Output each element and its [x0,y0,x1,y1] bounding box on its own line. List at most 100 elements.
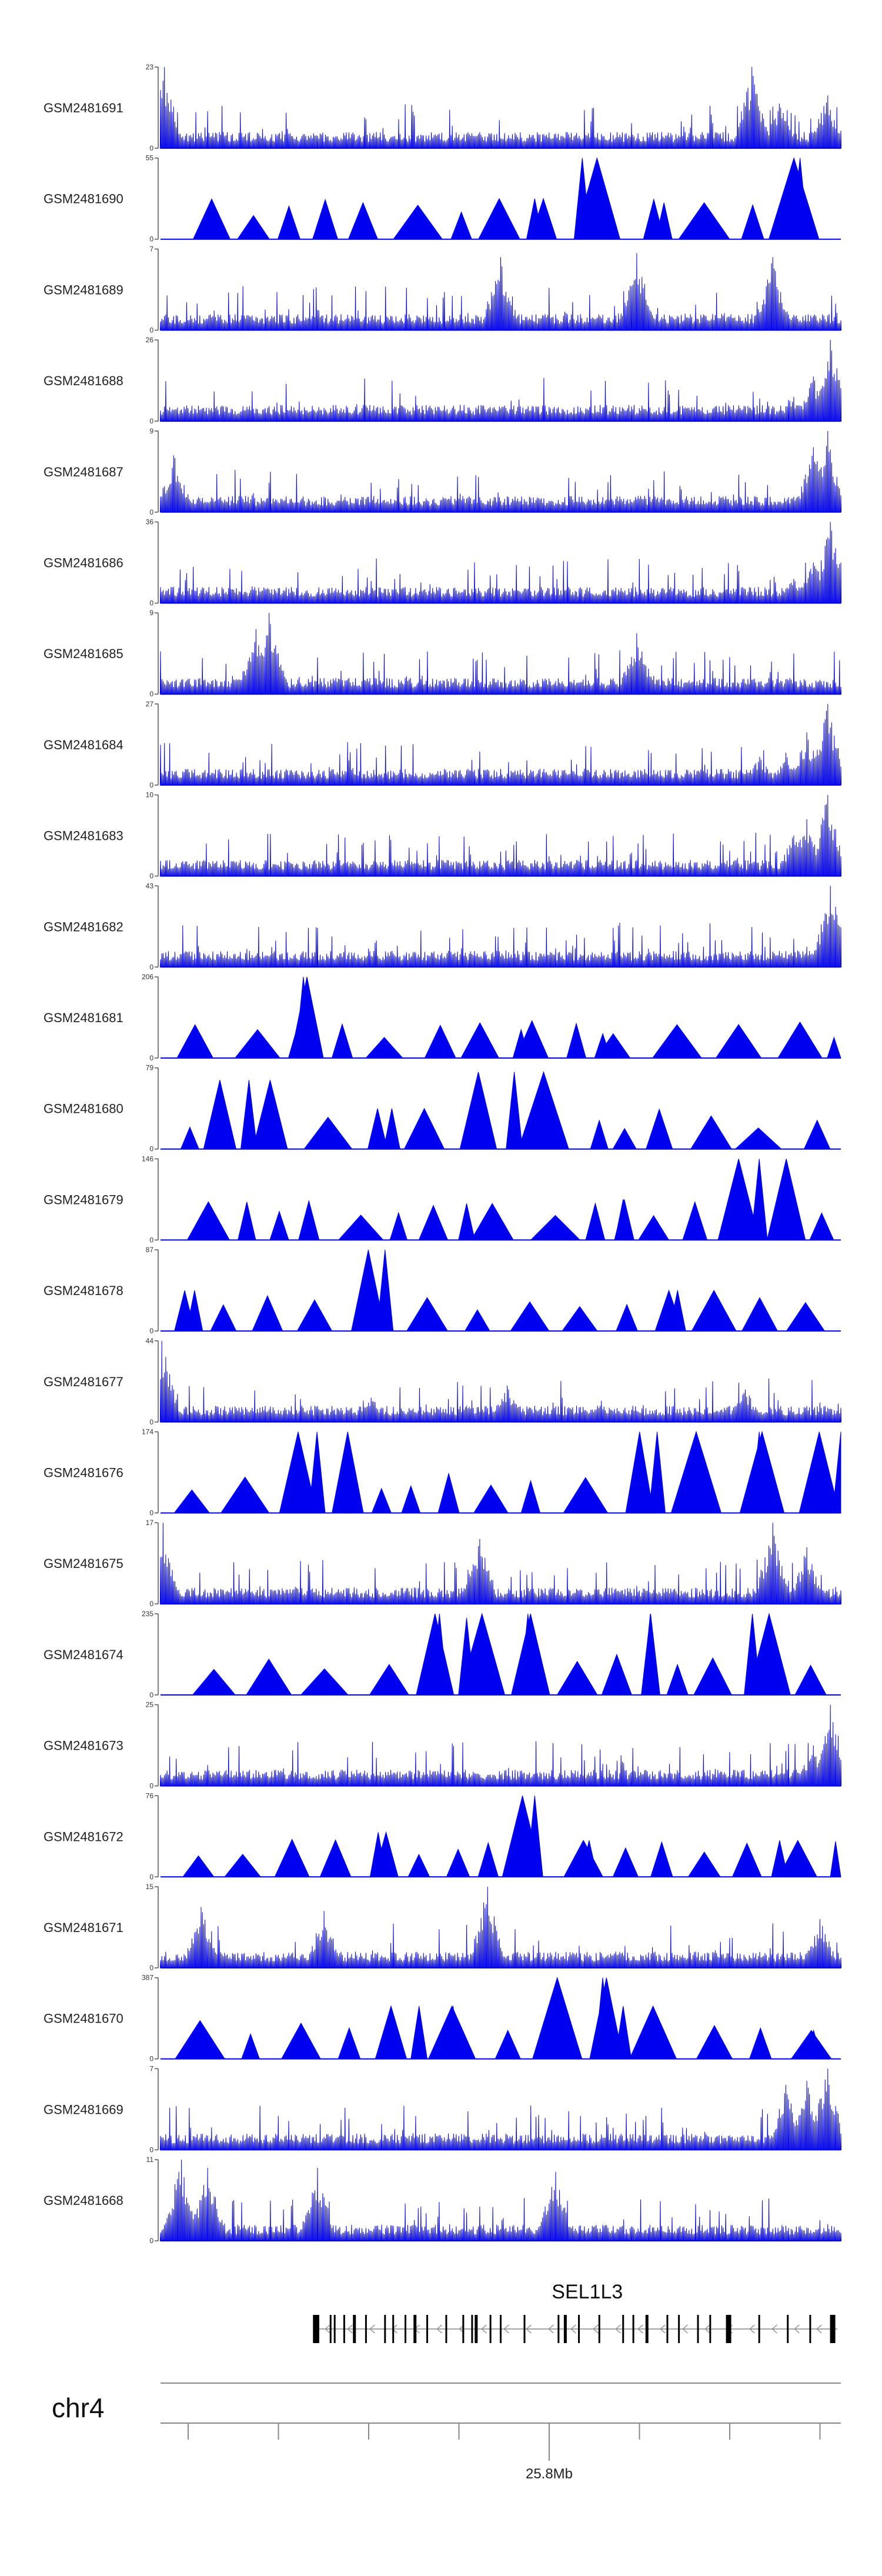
track-GSM2481674: GSM2481674 235 0 [44,1610,841,1699]
gene-exon [365,2315,367,2343]
signal-area [161,976,841,1059]
y-max-label: 235 [142,1610,153,1618]
track-label: GSM2481680 [44,1102,123,1116]
gene-exon [317,2315,319,2343]
y-max-label: 44 [146,1337,154,1345]
track-GSM2481683: GSM2481683 10 0 [44,791,842,880]
track-GSM2481681: GSM2481681 206 0 [44,973,841,1062]
strand-arrow [816,2324,822,2334]
gene-exon [622,2315,624,2343]
gene-exon [489,2315,492,2343]
gene-exon [475,2315,478,2343]
strand-arrow [325,2324,330,2334]
y-max-label: 174 [142,1428,153,1436]
signal-area [159,1340,842,1423]
y-zero-label: 0 [149,1145,153,1153]
gene-exon [678,2315,680,2343]
strand-arrow [771,2324,777,2334]
y-zero-label: 0 [149,1327,153,1335]
y-max-label: 206 [142,973,153,981]
signal-area [159,522,842,603]
gene-exon [557,2315,560,2343]
gene-exon [384,2315,386,2343]
y-zero-label: 0 [149,1873,153,1881]
y-zero-label: 0 [149,1782,153,1790]
y-max-label: 10 [146,791,154,799]
track-GSM2481685: GSM2481685 9 0 [44,609,842,698]
gene-exon [758,2315,760,2343]
y-max-label: 79 [146,1064,154,1072]
strand-arrow [749,2324,755,2334]
gene-exon [726,2315,731,2343]
track-label: GSM2481670 [44,2011,123,2026]
genome-axis-label: 25.8Mb [526,2466,573,2482]
signal-area [161,1249,841,1332]
signal-area [161,1976,841,2060]
y-zero-label: 0 [149,599,153,608]
y-zero-label: 0 [149,417,153,425]
y-zero-label: 0 [149,1236,153,1244]
track-GSM2481677: GSM2481677 44 0 [44,1337,842,1426]
track-GSM2481684: GSM2481684 27 0 [44,700,842,789]
track-label: GSM2481686 [44,556,123,570]
track-GSM2481669: GSM2481669 7 0 [44,2064,842,2154]
y-zero-label: 0 [149,2145,153,2154]
strand-arrow [369,2324,375,2334]
y-zero-label: 0 [149,1509,153,1517]
y-zero-label: 0 [149,235,153,243]
y-max-label: 87 [146,1246,154,1254]
track-GSM2481670: GSM2481670 387 0 [44,1974,841,2063]
strand-arrow [503,2324,509,2334]
y-max-label: 17 [146,1519,154,1527]
y-zero-label: 0 [149,1418,153,1426]
strand-arrow [526,2324,532,2334]
gene-exon [405,2315,407,2343]
y-max-label: 15 [146,1883,154,1891]
gene-exon [697,2315,699,2343]
y-zero-label: 0 [149,1691,153,1699]
strand-arrow [615,2324,621,2334]
y-zero-label: 0 [149,1600,153,1608]
track-GSM2481673: GSM2481673 25 0 [44,1701,842,1790]
strand-arrow [794,2324,800,2334]
gene-exon [426,2315,429,2343]
gene-exon [523,2315,526,2343]
track-label: GSM2481672 [44,1829,123,1844]
y-max-label: 23 [146,63,154,71]
y-max-label: 7 [149,245,153,253]
track-GSM2481688: GSM2481688 26 0 [44,336,842,425]
track-GSM2481679: GSM2481679 146 0 [44,1154,841,1244]
track-label: GSM2481678 [44,1283,123,1298]
track-GSM2481668: GSM2481668 11 0 [44,2155,842,2245]
y-zero-label: 0 [149,326,153,334]
track-label: GSM2481691 [44,101,123,115]
y-max-label: 55 [146,154,154,162]
y-zero-label: 0 [149,144,153,152]
track-GSM2481687: GSM2481687 9 0 [44,427,842,516]
strand-arrow [570,2324,576,2334]
track-GSM2481672: GSM2481672 76 0 [44,1791,841,1881]
y-zero-label: 0 [149,1964,153,1972]
track-GSM2481691: GSM2481691 23 0 [44,63,842,152]
track-GSM2481678: GSM2481678 87 0 [44,1246,841,1335]
gene-exon [666,2315,669,2343]
signal-area [159,340,842,422]
y-max-label: 76 [146,1791,154,1800]
genome-axis: 25.8Mb [161,2422,841,2482]
gene-exon [645,2315,649,2343]
gene-exon [830,2315,836,2343]
signal-area [159,1886,842,1968]
track-label: GSM2481671 [44,1920,123,1935]
y-zero-label: 0 [149,963,153,971]
gene-exon [787,2315,789,2343]
y-zero-label: 0 [149,2237,153,2245]
signal-area [161,1430,841,1513]
gene-exon [462,2315,465,2343]
signal-area [161,156,841,240]
strand-arrow [548,2324,554,2334]
gene-exon [313,2315,319,2343]
y-zero-label: 0 [149,690,153,698]
strand-arrow [704,2324,710,2334]
y-max-label: 387 [142,1974,153,1982]
